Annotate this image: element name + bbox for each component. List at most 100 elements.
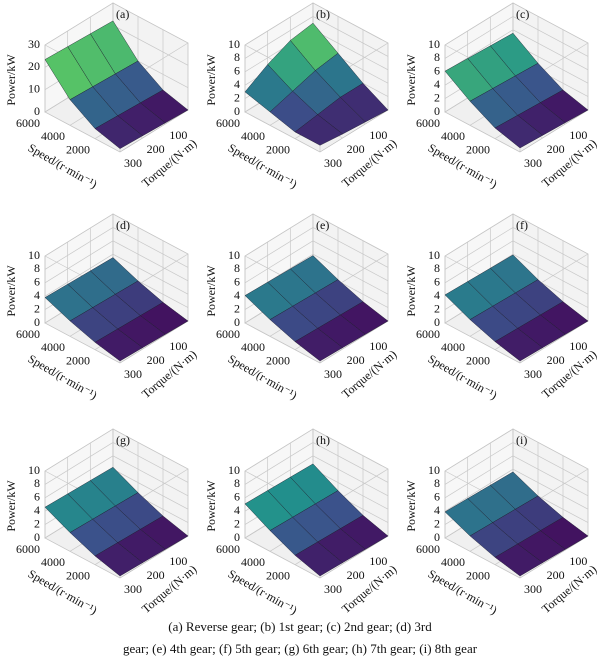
z-tick-label: 0 (434, 104, 440, 118)
z-tick-label: 2 (434, 301, 440, 315)
grid-line (44, 111, 121, 153)
x-tick-label: 6000 (416, 327, 440, 341)
x-tick-label: 6000 (416, 542, 440, 556)
x-tick-label: 6000 (16, 327, 40, 341)
z-tick-label: 8 (34, 261, 40, 275)
y-tick-label: 300 (324, 367, 342, 381)
grid-line (112, 455, 189, 497)
y-tick-label: 200 (547, 568, 565, 582)
grid-line (444, 227, 514, 270)
grid-line (244, 111, 321, 153)
z-axis-label: Power/kW (204, 265, 218, 317)
z-tick-label: 6 (434, 64, 440, 78)
z-tick-label: 0 (434, 315, 440, 329)
x-tick-label: 4000 (241, 340, 265, 354)
z-tick-label: 4 (34, 503, 40, 517)
grid-line (444, 16, 514, 59)
grid-line (44, 428, 114, 472)
grid-line (312, 2, 389, 44)
surface-patch (294, 114, 344, 146)
grid-line (444, 2, 514, 46)
grid-line (512, 227, 589, 268)
z-tick-label: 4 (434, 503, 440, 517)
grid-line (244, 455, 314, 499)
x-tick-label: 4000 (441, 555, 465, 569)
z-tick-label: 8 (234, 476, 240, 490)
z-axis-label: Power/kW (404, 265, 418, 317)
z-tick-label: 8 (234, 261, 240, 275)
panel-label: (a) (116, 7, 129, 21)
grid-line (444, 213, 514, 257)
z-axis-label: Power/kW (204, 480, 218, 532)
z-tick-label: 0 (34, 315, 40, 329)
grid-line (512, 468, 589, 510)
z-tick-label: 10 (28, 81, 40, 95)
surface-patch (294, 541, 344, 577)
grid-line (112, 2, 189, 44)
y-tick-label: 100 (169, 339, 187, 353)
y-tick-label: 300 (124, 582, 142, 596)
grid-line (312, 213, 389, 255)
grid-line (312, 253, 389, 295)
surface-patch (94, 542, 144, 577)
grid-line (44, 455, 114, 499)
x-tick-label: 6000 (416, 116, 440, 130)
grid-line (244, 2, 314, 46)
grid-line (44, 253, 114, 297)
z-tick-label: 2 (234, 516, 240, 530)
grid-line (112, 428, 189, 470)
grid-line (312, 16, 389, 57)
z-tick-label: 4 (434, 288, 440, 302)
surface-patch (294, 328, 344, 362)
grid-line (512, 240, 589, 282)
x-tick-label: 4000 (441, 340, 465, 354)
x-tick-label: 4000 (241, 555, 265, 569)
y-tick-label: 300 (524, 582, 542, 596)
grid-line (312, 455, 389, 497)
grid-line (512, 29, 589, 71)
z-axis-label: Power/kW (204, 54, 218, 106)
x-tick-label: 6000 (216, 542, 240, 556)
surface-patch (494, 543, 544, 577)
y-tick-label: 200 (147, 142, 165, 156)
z-tick-label: 10 (428, 37, 440, 51)
z-tick-label: 0 (34, 530, 40, 544)
x-tick-label: 4000 (241, 129, 265, 143)
z-tick-label: 0 (434, 530, 440, 544)
z-axis-label: Power/kW (404, 480, 418, 532)
z-tick-label: 10 (228, 463, 240, 477)
z-tick-label: 6 (234, 490, 240, 504)
z-axis-label: Power/kW (4, 54, 18, 106)
y-tick-label: 200 (347, 568, 365, 582)
grid-line (244, 16, 314, 59)
grid-line (444, 322, 521, 364)
z-tick-label: 8 (434, 261, 440, 275)
z-tick-label: 4 (234, 77, 240, 91)
grid-line (312, 240, 389, 282)
x-tick-label: 6000 (16, 116, 40, 130)
y-tick-label: 100 (369, 554, 387, 568)
z-tick-label: 6 (34, 490, 40, 504)
grid-line (512, 428, 589, 470)
grid-line (312, 428, 389, 470)
panel-label: (d) (116, 218, 130, 232)
grid-line (112, 25, 189, 66)
y-tick-label: 200 (547, 142, 565, 156)
y-tick-label: 100 (369, 339, 387, 353)
panel-label: (f) (516, 218, 528, 232)
grid-line (112, 442, 189, 483)
x-tick-label: 6000 (16, 542, 40, 556)
panel-label: (c) (516, 7, 529, 21)
z-tick-label: 10 (428, 248, 440, 262)
x-tick-label: 2000 (266, 142, 290, 156)
grid-line (44, 213, 114, 257)
y-tick-label: 300 (324, 582, 342, 596)
z-tick-label: 8 (434, 476, 440, 490)
y-tick-label: 200 (147, 568, 165, 582)
z-tick-label: 0 (234, 104, 240, 118)
z-tick-label: 0 (34, 104, 40, 118)
x-tick-label: 2000 (66, 142, 90, 156)
y-tick-label: 100 (569, 554, 587, 568)
y-tick-label: 100 (169, 554, 187, 568)
z-tick-label: 6 (434, 490, 440, 504)
